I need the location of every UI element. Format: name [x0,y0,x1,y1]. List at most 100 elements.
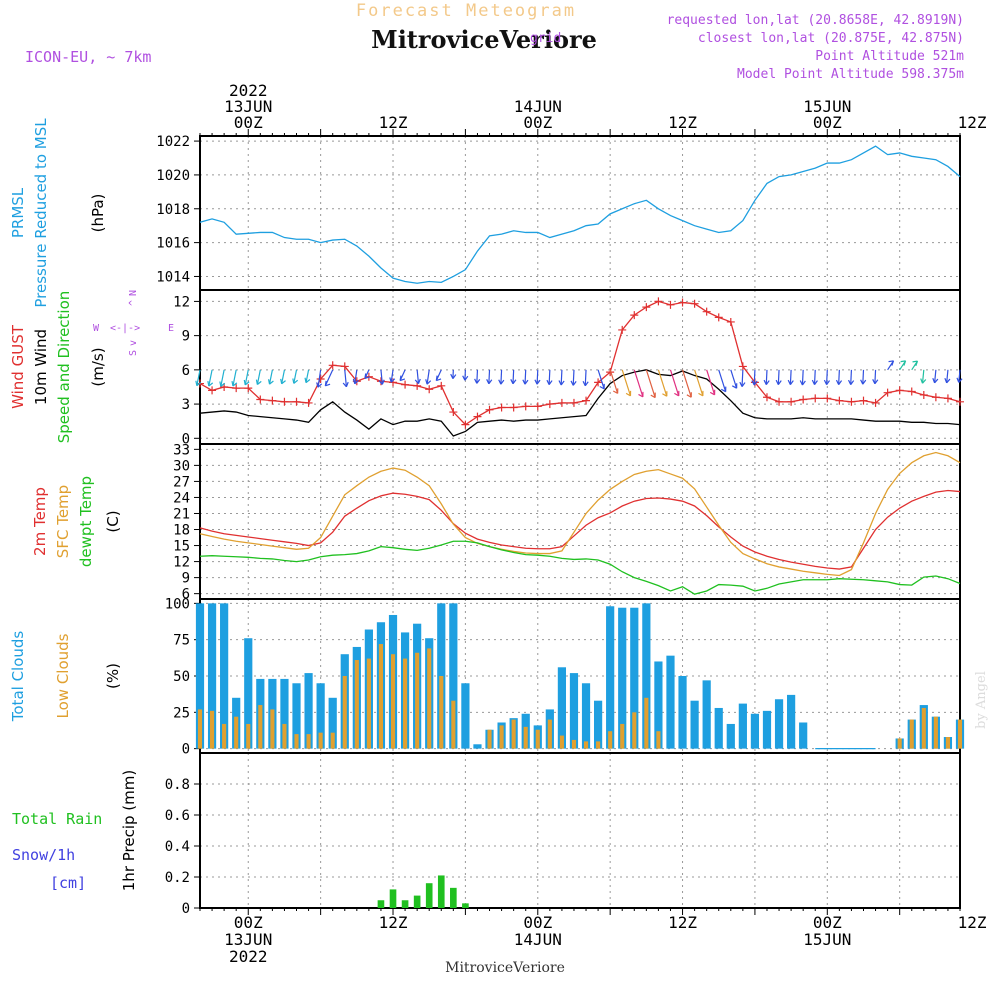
wind-arrow-head [662,391,668,397]
wind-gust-marker [606,368,615,377]
panel-frame [199,289,961,445]
low-cloud-bar [523,726,528,749]
wind-gust-marker [859,396,868,405]
wind-gust-marker [232,384,241,393]
total-cloud-bar [328,697,337,749]
x-tick-label-top: 15JUN [803,97,851,116]
requested-coords: requested lon,lat (20.8658E, 42.8919N) [667,13,964,28]
total-cloud-bar [606,606,615,749]
low-cloud-bar [294,734,299,749]
low-cloud-bar [632,712,637,749]
y-tick-label: 25 [173,705,190,721]
wind-direction-arrow [921,369,925,384]
panel-frame [199,752,961,909]
wind-arrow-head [462,375,469,381]
wind-direction-arrow [390,369,394,383]
wind-arrow-head [920,378,927,384]
wind-direction-arrow [317,369,322,388]
x-tick-label-bottom: 12Z [379,913,408,932]
wind-arrow-head [342,381,349,388]
y-tick-label: 18 [173,523,190,539]
wind-gust-marker [714,313,723,322]
wind-gust-marker [292,397,301,406]
wind-arrow-head [751,380,758,386]
wind-gust-marker [847,397,856,406]
low-cloud-bar [318,732,323,749]
low-cloud-bar [427,648,432,749]
wind-gust-marker [280,397,289,406]
wind-gust-marker [823,394,832,403]
wind-gust-marker [569,398,578,407]
wind-direction-arrow [244,369,249,386]
cloud-axis-label: Total Clouds [9,631,27,723]
wind-gust-marker [919,390,928,399]
grid-label: grid [530,31,561,46]
wind-gust-marker [654,297,663,306]
low-cloud-bar [644,697,649,749]
pressure-axis-label: Pressure Reduced to MSL [32,118,50,308]
total-cloud-bar [581,683,591,749]
pressure-axis-label: (hPa) [89,194,107,233]
y-tick-label: 0 [182,742,190,758]
low-cloud-bar [366,658,371,749]
wind-direction-arrow [765,369,768,385]
x-tick-label-top: 12Z [379,113,408,132]
wind-direction-arrow [426,369,430,385]
wind-gust-marker [630,311,639,320]
wind-arrow-head [280,378,286,385]
low-cloud-bar [583,741,589,749]
wind-direction-arrow [488,369,491,384]
total-cloud-bar [557,667,567,749]
point-altitude: Point Altitude 521m [815,49,964,64]
wind-arrow-head [582,381,589,387]
wind-gust-marker [461,420,470,429]
wind-direction-arrow [380,369,383,385]
wind-arrow-head [599,383,605,390]
wind-direction-arrow [536,369,539,385]
wind-gust-marker [678,298,687,307]
rain-bar [377,900,385,908]
chart-title: Forecast Meteogram [356,1,576,21]
wind-arrow-head [900,360,907,366]
wind-gust-marker [256,395,265,404]
wind-arrow-head [872,379,879,385]
wind-arrow-head [414,378,421,385]
total-cloud-bar [678,676,687,749]
rain-bar [401,900,409,908]
wind-direction-arrow [220,369,225,387]
low-cloud-bar [282,723,287,749]
total-cloud-bar [569,673,579,749]
wind-direction-arrow [560,369,563,386]
total-cloud-bar [618,607,627,749]
wind-arrow-head [674,390,680,397]
total-cloud-bar [702,680,711,749]
wind-direction-arrow [344,369,348,387]
wind-direction-arrow [718,369,727,392]
wind-gust-marker [304,398,313,407]
total-cloud-bar [630,607,639,749]
wind-arrow-head [686,392,692,398]
temp-sfc-line [199,451,961,577]
wind-direction-arrow [609,369,619,394]
wind-direction-arrow [669,369,680,397]
y-tick-label: 9 [182,329,190,345]
wind-gust-marker [425,385,434,394]
wind-gust-marker [895,386,904,395]
cloud-axis-label: Low Clouds [54,633,72,718]
wind-arrow-head [231,380,238,387]
wind-gust-line [199,300,961,426]
wind-gust-marker [931,393,940,402]
wind-gust-marker [956,397,964,406]
wind-gust-marker [883,388,892,397]
low-cloud-bar [571,739,577,749]
wind-gust-marker [582,396,591,405]
wind-arrow-head [255,379,262,385]
wind-direction-arrow [706,369,716,395]
low-cloud-bar [596,741,601,749]
rain-bar [450,887,457,908]
total-cloud-bar [762,710,772,749]
total-cloud-bar [787,694,796,749]
wind-direction-arrow [305,369,310,383]
wind-direction-arrow [801,369,804,386]
wind-direction-arrow [934,369,937,383]
